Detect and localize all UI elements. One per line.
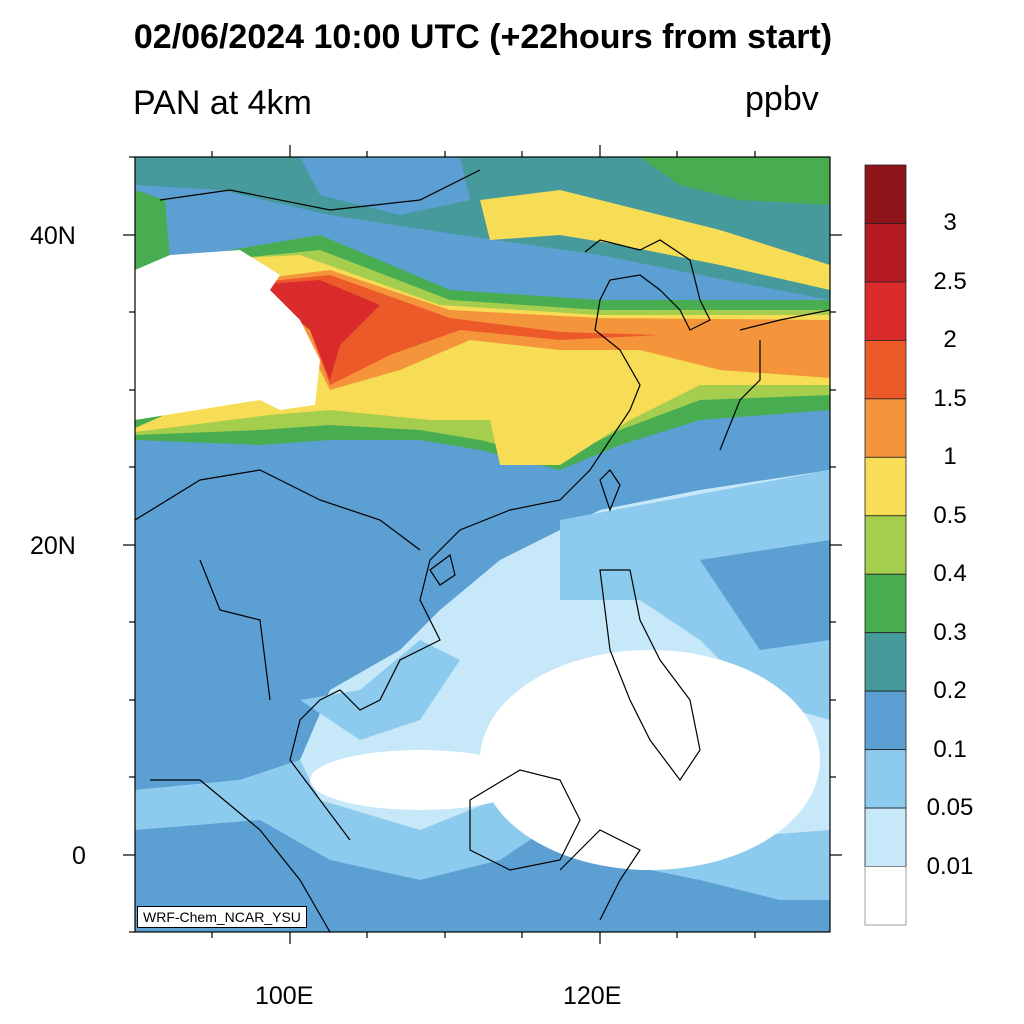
units-label: ppbv [745, 80, 819, 118]
colorbar-label: 3 [943, 209, 957, 237]
colorbar-box [864, 690, 907, 751]
colorbar-box [864, 515, 907, 575]
x-tick-100e: 100E [255, 982, 314, 1010]
colorbar-label: 2.5 [933, 267, 967, 295]
axis-ticks [123, 145, 842, 944]
colorbar-box [864, 866, 907, 926]
colorbar-label: 2 [943, 326, 957, 354]
colorbar-box [864, 573, 907, 634]
colorbar-box [864, 807, 907, 867]
plot-title: 02/06/2024 10:00 UTC (+22hours from star… [133, 18, 833, 56]
colorbar-box [864, 281, 907, 341]
colorbar-box [864, 632, 907, 692]
coastlines [135, 169, 830, 932]
colorbar-label: 0.2 [933, 677, 967, 705]
y-tick-20n: 20N [30, 532, 76, 560]
colorbar-box [864, 164, 907, 224]
colorbar [864, 164, 907, 926]
colorbar-box [864, 398, 907, 458]
colorbar-box [864, 749, 907, 809]
x-tick-120e: 120E [563, 982, 622, 1010]
y-tick-0: 0 [72, 842, 86, 870]
variable-title: PAN at 4km [133, 84, 312, 122]
colorbar-label: 1 [943, 443, 957, 471]
colorbar-label: 0.05 [926, 794, 974, 822]
colorbar-label: 0.1 [933, 735, 967, 763]
colorbar-label: 0.4 [933, 560, 967, 588]
colorbar-box [864, 223, 907, 283]
pan-field [135, 157, 830, 932]
colorbar-box [864, 339, 907, 400]
colorbar-label: 0.5 [933, 501, 967, 529]
colorbar-label: 0.01 [926, 852, 974, 880]
colorbar-label: 0.3 [933, 618, 967, 646]
colorbar-label: 1.5 [933, 384, 967, 412]
y-tick-40n: 40N [30, 222, 76, 250]
colorbar-box [864, 456, 907, 517]
model-stamp: WRF-Chem_NCAR_YSU [137, 906, 307, 928]
